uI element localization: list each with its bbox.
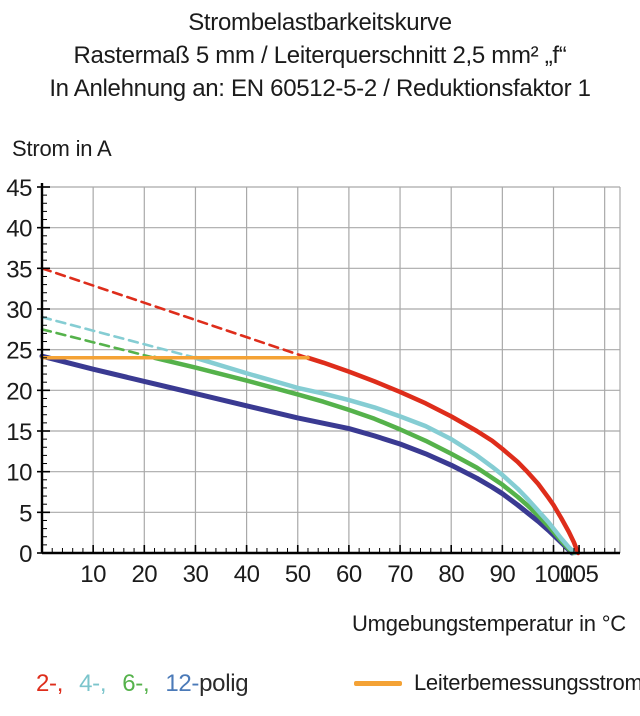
x-tick-label: 100 [534, 561, 573, 588]
y-tick-label: 30 [6, 297, 32, 324]
y-tick-label: 40 [6, 216, 32, 243]
chart-title-line-3: In Anlehnung an: EN 60512-5-2 / Reduktio… [49, 75, 591, 102]
curve-4-polig [193, 355, 578, 556]
y-tick-label: 25 [6, 338, 32, 365]
curve-6-polig-dashed-extrapolation [40, 328, 156, 360]
x-tick-label: 90 [490, 561, 516, 588]
x-tick-label: 70 [387, 561, 413, 588]
x-axis-title: Umgebungstemperatur in °C [351, 611, 626, 636]
chart-title-line-2: Rastermaß 5 mm / Leiterquerschnitt 2,5 m… [73, 42, 567, 69]
x-tick-label: 105 [560, 561, 599, 588]
y-tick-label: 15 [6, 419, 32, 446]
legend-2-polig: 2-, [36, 670, 64, 697]
x-tick-label: 10 [80, 561, 106, 588]
y-tick-label: 0 [19, 541, 32, 568]
curve-4-polig-dashed-extrapolation [40, 315, 197, 360]
y-tick-label: 45 [6, 175, 32, 202]
y-tick-label: 20 [6, 378, 32, 405]
curve-2-polig-dashed-extrapolation [40, 267, 310, 360]
curve-2-polig [305, 355, 581, 556]
legend-6-polig: 6-, [122, 670, 150, 697]
y-axis-title: Strom in A [12, 136, 112, 161]
pole-legend: 2-, 4-, 6-, 12- polig [36, 670, 249, 698]
y-tick-label: 10 [6, 460, 32, 487]
rated-current-legend: Leiterbemessungsstrom [354, 670, 640, 696]
legend-12-polig: 12- [165, 670, 200, 697]
chart-title-block: Strombelastbarkeitskurve Rastermaß 5 mm … [0, 6, 640, 105]
legend-4-polig: 4-, [79, 670, 107, 697]
y-tick-label: 5 [19, 500, 32, 527]
rated-current-label: Leiterbemessungsstrom [414, 670, 640, 695]
curve-12-polig [39, 353, 575, 556]
x-tick-label: 40 [234, 561, 260, 588]
x-tick-label: 80 [438, 561, 464, 588]
x-tick-label: 30 [183, 561, 209, 588]
x-tick-label: 20 [131, 561, 157, 588]
rated-current-line-swatch [354, 680, 402, 686]
x-tick-label: 60 [336, 561, 362, 588]
y-tick-label: 35 [6, 256, 32, 283]
x-tick-label: 50 [285, 561, 311, 588]
legend-polig-suffix: polig [199, 670, 249, 697]
chart-title-line-1: Strombelastbarkeitskurve [188, 9, 452, 36]
